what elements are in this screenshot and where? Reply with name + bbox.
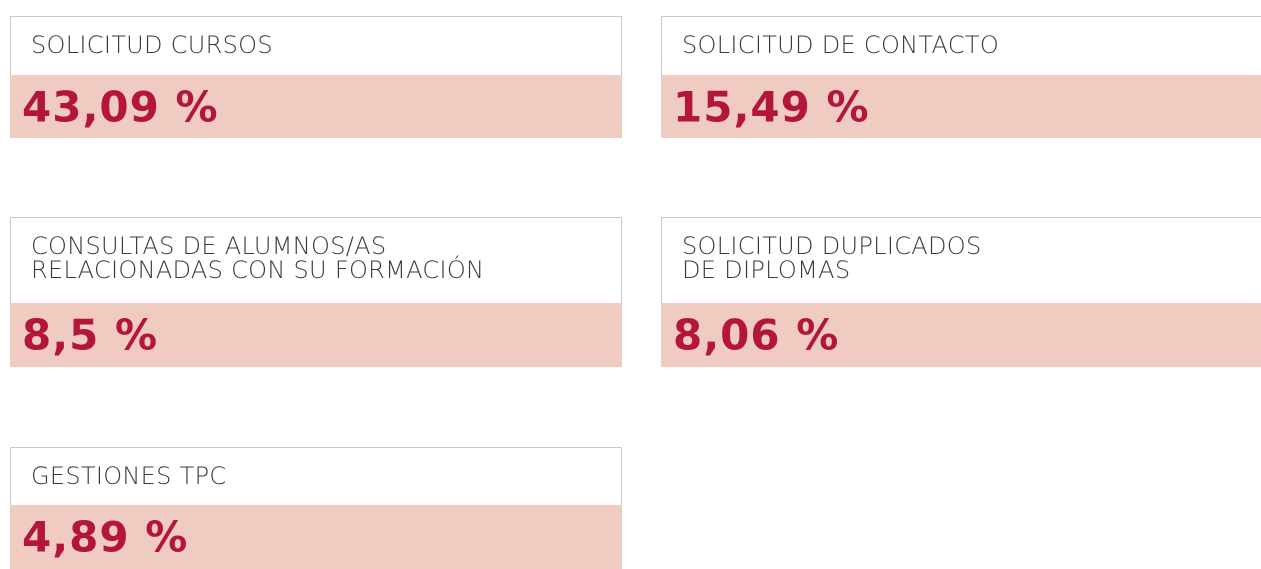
stat-card: GESTIONES TPC 4,89 % (10, 447, 622, 569)
value-band: 4,89 % (10, 505, 622, 569)
card-value: 4,89 % (22, 512, 189, 562)
stat-card: SOLICITUD CURSOS 43,09 % (10, 16, 622, 138)
stat-card: SOLICITUD DUPLICADOS DE DIPLOMAS 8,06 % (661, 217, 1261, 367)
label-line: SOLICITUD DE CONTACTO (682, 31, 1000, 59)
card-value: 15,49 % (673, 82, 870, 131)
card-label: SOLICITUD DUPLICADOS DE DIPLOMAS (682, 234, 1261, 282)
value-band: 15,49 % (661, 75, 1261, 138)
card-label: GESTIONES TPC (31, 464, 621, 488)
stat-card: SOLICITUD DE CONTACTO 15,49 % (661, 16, 1261, 138)
label-line: GESTIONES TPC (31, 462, 227, 490)
card-label: SOLICITUD DE CONTACTO (682, 33, 1261, 57)
label-line: SOLICITUD DUPLICADOS (682, 232, 982, 260)
card-value: 43,09 % (22, 82, 219, 131)
label-line: DE DIPLOMAS (682, 256, 851, 284)
label-line: SOLICITUD CURSOS (31, 31, 273, 59)
card-label: CONSULTAS DE ALUMNOS/AS RELACIONADAS CON … (31, 234, 621, 282)
value-band: 43,09 % (10, 75, 622, 138)
card-label: SOLICITUD CURSOS (31, 33, 621, 57)
value-band: 8,06 % (661, 303, 1261, 367)
card-value: 8,06 % (673, 310, 840, 360)
value-band: 8,5 % (10, 303, 622, 367)
card-value: 8,5 % (22, 310, 159, 360)
label-line: RELACIONADAS CON SU FORMACIÓN (31, 256, 485, 284)
label-line: CONSULTAS DE ALUMNOS/AS (31, 232, 387, 260)
stat-card: CONSULTAS DE ALUMNOS/AS RELACIONADAS CON … (10, 217, 622, 367)
